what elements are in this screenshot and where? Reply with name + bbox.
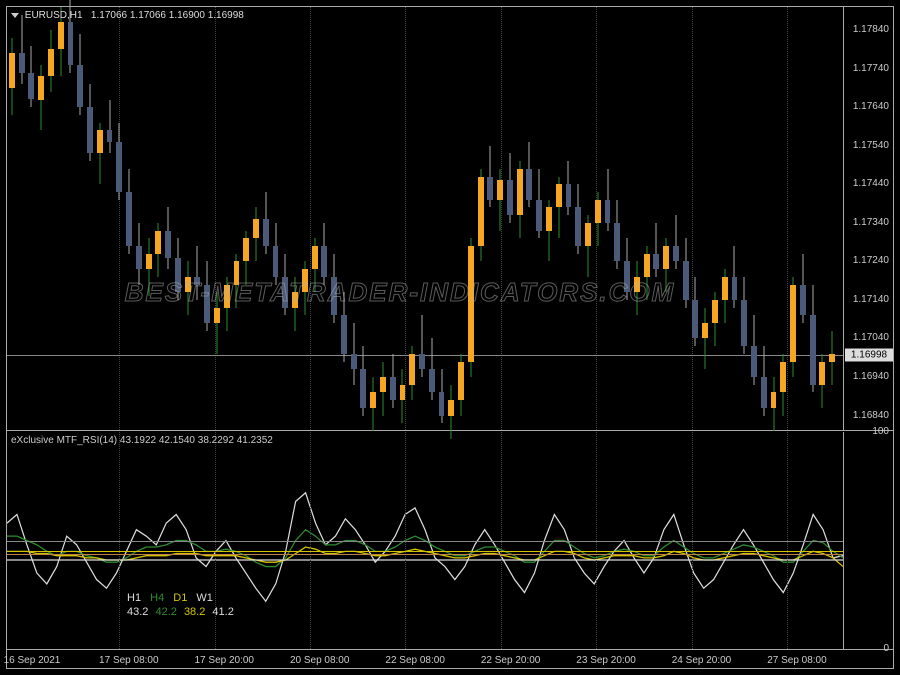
- y-tick-label: 1.17340: [853, 217, 889, 228]
- x-tick-label: 23 Sep 20:00: [576, 655, 636, 666]
- x-tick-label: 17 Sep 20:00: [195, 655, 255, 666]
- x-axis: 16 Sep 2021 17 Sep 08:00 17 Sep 20:00 20 Se…: [7, 650, 843, 668]
- legend-label: H1: [127, 592, 144, 604]
- x-tick-label: 22 Sep 08:00: [385, 655, 445, 666]
- y-tick-label: 1.17240: [853, 255, 889, 266]
- y-tick-label: 1.16940: [853, 371, 889, 382]
- grid-line: [692, 7, 693, 430]
- rsi-series-H4: [7, 530, 843, 567]
- grid-line: [787, 7, 788, 430]
- chart-frame: EURUSD,H1 1.17066 1.17066 1.16900 1.1699…: [6, 6, 894, 669]
- price-chart[interactable]: BEST-METATRADER-INDICATORS.COM 1.16998: [7, 7, 843, 431]
- y-tick-label: 1.17040: [853, 332, 889, 343]
- y-tick-label: 1.16840: [853, 410, 889, 421]
- rsi-header: eXclusive MTF_RSI(14) 43.1922 42.1540 38…: [11, 435, 273, 446]
- legend-label: D1: [173, 592, 190, 604]
- current-price-line: [7, 355, 843, 356]
- watermark: BEST-METATRADER-INDICATORS.COM: [7, 277, 793, 308]
- y-tick-label: 1.17740: [853, 63, 889, 74]
- y-tick-label: 1.17640: [853, 101, 889, 112]
- grid-line: [215, 7, 216, 430]
- y-axis-rsi: 1000: [843, 432, 893, 650]
- y-tick-label: 1.17540: [853, 140, 889, 151]
- rsi-ref-line: [7, 551, 843, 552]
- y-axis-price: 1.17840 1.17740 1.17640 1.17540 1.17440 1.173…: [843, 7, 893, 431]
- ohlc-quotes: 1.17066 1.17066 1.16900 1.16998: [91, 10, 244, 21]
- x-tick-label: 17 Sep 08:00: [99, 655, 159, 666]
- grid-line: [501, 7, 502, 430]
- chart-header: EURUSD,H1 1.17066 1.17066 1.16900 1.1699…: [11, 10, 244, 21]
- legend-value: 38.2: [184, 606, 208, 618]
- x-tick-label: 24 Sep 20:00: [672, 655, 732, 666]
- x-tick-label: 27 Sep 08:00: [767, 655, 827, 666]
- rsi-ref-line: [7, 554, 843, 555]
- grid-line: [310, 7, 311, 430]
- y-tick-label: 1.17840: [853, 24, 889, 35]
- legend-label: H4: [150, 592, 167, 604]
- x-tick-label: 22 Sep 20:00: [481, 655, 541, 666]
- x-tick-label: 16 Sep 2021: [4, 655, 61, 666]
- rsi-ref-line: [7, 541, 843, 542]
- grid-line: [405, 7, 406, 430]
- legend-value: 41.2: [212, 606, 233, 618]
- legend-value: 42.2: [155, 606, 179, 618]
- y-tick-label: 1.17140: [853, 294, 889, 305]
- legend-label: W1: [196, 592, 213, 604]
- rsi-series-H1: [7, 493, 843, 602]
- rsi-y-tick: 0: [883, 643, 889, 654]
- rsi-y-tick: 100: [872, 426, 889, 437]
- grid-line: [119, 7, 120, 430]
- y-tick-label: 1.17440: [853, 178, 889, 189]
- x-tick-label: 20 Sep 08:00: [290, 655, 350, 666]
- rsi-chart[interactable]: H1 H4 D1 W1 43.2 42.2 38.2 41.2: [7, 432, 843, 650]
- dropdown-icon[interactable]: [11, 13, 19, 18]
- symbol-label: EURUSD,H1: [25, 10, 83, 21]
- legend-value: 43.2: [127, 606, 151, 618]
- rsi-legend: H1 H4 D1 W1 43.2 42.2 38.2 41.2: [127, 591, 238, 619]
